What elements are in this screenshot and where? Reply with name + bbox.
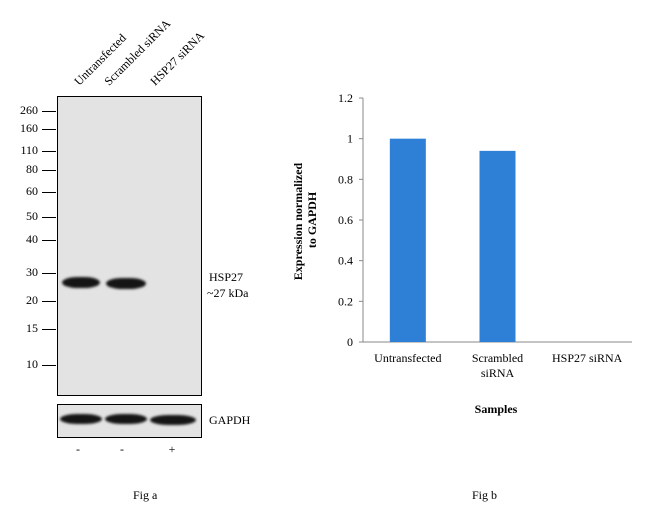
mw-tick xyxy=(42,170,56,171)
mw-marker-260: 260 xyxy=(20,103,38,117)
mw-marker-60: 60 xyxy=(26,184,38,198)
y-tick-label: 0 xyxy=(347,335,353,349)
mw-marker-30: 30 xyxy=(26,265,38,279)
mw-marker-20: 20 xyxy=(26,293,38,307)
mw-marker-110: 110 xyxy=(20,143,38,157)
mw-marker-10: 10 xyxy=(26,357,38,371)
y-tick-label: 0.4 xyxy=(338,254,353,268)
y-tick-label: 0.2 xyxy=(338,294,353,308)
x-tick-label: siRNA xyxy=(481,366,515,380)
y-axis-title-line-2: to GAPDH xyxy=(305,191,319,248)
mw-marker-15: 15 xyxy=(26,321,38,335)
x-tick-label: Untransfected xyxy=(374,351,441,365)
y-tick-label: 1.2 xyxy=(338,91,353,105)
mw-tick xyxy=(42,240,56,241)
y-tick-label: 1 xyxy=(347,132,353,146)
gapdh-band-lane-3 xyxy=(150,415,196,425)
y-ticks: 0 0.2 0.4 0.6 0.8 1 1.2 xyxy=(338,91,363,349)
loading-control-label: GAPDH xyxy=(209,413,251,427)
y-tick-label: 0.6 xyxy=(338,213,353,227)
x-axis-title: Samples xyxy=(475,402,518,416)
x-tick-label: HSP27 siRNA xyxy=(552,351,623,365)
mw-tick xyxy=(42,129,56,130)
protein-label: HSP27 xyxy=(209,270,244,284)
treatment-sign-lane-3: + xyxy=(168,442,176,456)
mw-marker-40: 40 xyxy=(26,232,38,246)
mw-marker-50: 50 xyxy=(26,209,38,223)
mw-tick xyxy=(42,301,56,302)
mw-tick xyxy=(42,329,56,330)
mw-tick xyxy=(42,217,56,218)
figure-b-caption: Fig b xyxy=(472,488,498,502)
mw-tick xyxy=(42,192,56,193)
gapdh-band-lane-1 xyxy=(60,414,102,424)
hsp27-band-scrambled xyxy=(106,278,146,289)
hsp27-band-untransfected xyxy=(62,277,100,288)
mw-tick xyxy=(42,151,56,152)
y-tick-label: 0.8 xyxy=(338,172,353,186)
protein-size-label: ~27 kDa xyxy=(207,286,249,300)
gapdh-band-lane-2 xyxy=(105,414,147,424)
figure-a-caption: Fig a xyxy=(133,488,158,502)
mw-marker-80: 80 xyxy=(26,162,38,176)
mw-marker-160: 160 xyxy=(20,121,38,135)
mw-tick xyxy=(42,111,56,112)
y-axis-title-line-1: Expression normalized xyxy=(291,162,305,280)
mw-tick xyxy=(42,273,56,274)
treatment-sign-lane-2: - xyxy=(120,442,124,456)
mw-tick xyxy=(42,365,56,366)
y-axis-title: Expression normalized to GAPDH xyxy=(291,160,319,280)
treatment-sign-lane-1: - xyxy=(76,442,80,456)
blot-main-panel xyxy=(57,96,202,396)
bar-1 xyxy=(479,150,516,342)
x-tick-label: Scrambled xyxy=(472,351,523,365)
bar-0 xyxy=(389,138,426,342)
bars xyxy=(389,138,516,342)
